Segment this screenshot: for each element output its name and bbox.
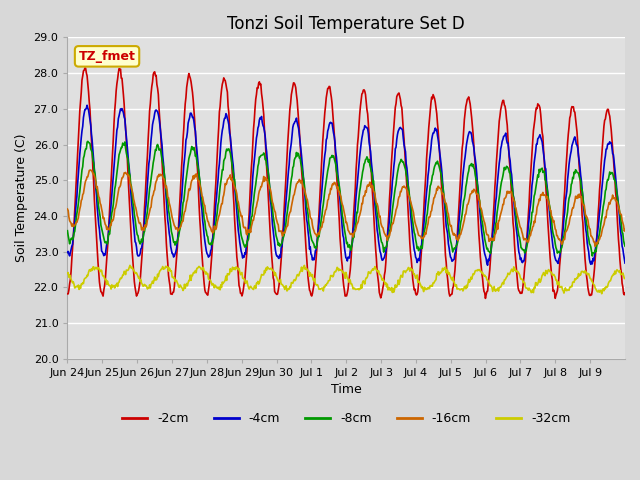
Title: Tonzi Soil Temperature Set D: Tonzi Soil Temperature Set D: [227, 15, 465, 33]
Text: TZ_fmet: TZ_fmet: [79, 50, 136, 63]
X-axis label: Time: Time: [331, 384, 362, 396]
Legend: -2cm, -4cm, -8cm, -16cm, -32cm: -2cm, -4cm, -8cm, -16cm, -32cm: [117, 407, 575, 430]
Y-axis label: Soil Temperature (C): Soil Temperature (C): [15, 134, 28, 263]
